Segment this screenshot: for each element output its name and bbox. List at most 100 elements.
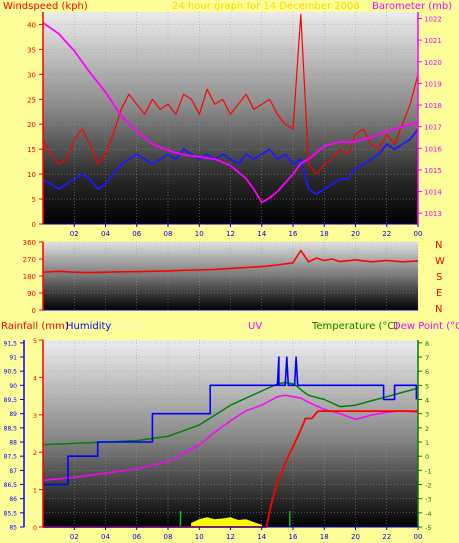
rain-y-tick-label: 3 [33, 412, 37, 420]
barometer-y-tick-label: 1022 [424, 15, 442, 23]
direction-y-tick-label: 180 [23, 273, 36, 281]
temperature-y-tick-label: 3 [425, 411, 429, 419]
wind-y-tick-label: 40 [27, 21, 36, 29]
barometer-y-tick-label: 1017 [424, 124, 442, 132]
barometer-line [42, 22, 419, 204]
rain-x-tick-label: 08 [164, 533, 173, 541]
rain-x-tick-label: 16 [289, 533, 298, 541]
rain-y-tick-label: 4 [33, 374, 37, 382]
solar-area [191, 517, 263, 528]
direction-letter-w: W [435, 256, 445, 267]
wind-y-tick-label: 20 [27, 121, 36, 129]
humidity-line [43, 356, 418, 486]
temperature-y-tick-label: 0 [425, 453, 429, 461]
wind-y-tick-label: 30 [27, 71, 36, 79]
humidity-y-tick-label: 90,5 [4, 369, 18, 376]
direction-y-tick-label: 0 [32, 307, 36, 315]
temperature-y-tick-label: -5 [425, 524, 431, 532]
direction-letter-s: S [436, 272, 443, 283]
rain-y-tick-label: 1 [33, 487, 37, 495]
wind-x-tick-label: 16 [289, 230, 298, 238]
wind-average-line [42, 128, 419, 196]
rain-x-tick-label: 10 [195, 533, 204, 541]
dewpoint-line [42, 394, 419, 482]
rainfall-axis-title: Rainfall (mm) [1, 321, 69, 332]
direction-letter-n-bottom: N [435, 304, 443, 315]
direction-y-tick-label: 270 [23, 256, 36, 264]
temperature-y-tick-label: -4 [425, 510, 431, 518]
wind-x-tick-label: 18 [320, 230, 329, 238]
humidity-y-tick-label: 87,5 [4, 454, 18, 461]
temperature-y-tick-label: 8 [425, 340, 429, 348]
humidity-y-tick-label: 91 [9, 355, 17, 362]
rain-y-tick-label: 0 [33, 524, 37, 532]
wind-x-tick-label: 06 [132, 230, 141, 238]
wind-x-tick-label: 14 [257, 230, 266, 238]
wind-y-tick-label: 35 [27, 46, 36, 54]
direction-letter-n-top: N [435, 240, 443, 251]
rain-x-tick-label: 20 [351, 533, 360, 541]
rain-x-tick-label: 18 [320, 533, 329, 541]
temperature-y-tick-label: 2 [425, 425, 429, 433]
wind-x-tick-label: 12 [226, 230, 235, 238]
uv-legend: UV [248, 321, 263, 332]
wind-y-tick-label: 0 [32, 221, 36, 229]
rain-y-tick-label: 5 [33, 337, 37, 345]
solar-legend: Solar [116, 321, 142, 332]
dewpoint-axis-title: Dew Point (°C [393, 321, 459, 332]
wind-y-tick-label: 25 [27, 96, 36, 104]
wind-direction-line [42, 249, 419, 274]
wind-x-tick-label: 08 [164, 230, 173, 238]
wind-x-tick-label: 02 [70, 230, 79, 238]
humidity-y-tick-label: 85,5 [4, 510, 18, 517]
barometer-y-tick-label: 1021 [424, 37, 442, 45]
wind-x-tick-label: 22 [382, 230, 391, 238]
direction-y-tick-label: 360 [23, 239, 36, 247]
wind-x-tick-label: 10 [195, 230, 204, 238]
barometer-y-tick-label: 1014 [424, 189, 442, 197]
direction-letter-e: E [436, 288, 443, 299]
temperature-y-tick-label: 6 [425, 368, 429, 376]
rain-y-tick-label: 2 [33, 449, 37, 457]
humidity-y-tick-label: 90 [9, 383, 17, 390]
humidity-y-tick-label: 86 [9, 496, 17, 503]
barometer-y-tick-label: 1013 [424, 210, 442, 218]
temperature-y-tick-label: -1 [425, 467, 431, 475]
rain-x-tick-label: 12 [226, 533, 235, 541]
humidity-y-tick-label: 86,5 [4, 482, 18, 489]
rain-x-tick-label: 22 [382, 533, 391, 541]
barometer-axis-title: Barometer (mb) [372, 1, 453, 12]
temperature-y-tick-label: -3 [425, 496, 431, 504]
humidity-y-tick-label: 88 [9, 440, 17, 447]
temperature-y-tick-label: -2 [425, 482, 431, 490]
humidity-y-tick-label: 89 [9, 411, 17, 418]
direction-y-tick-label: 90 [27, 290, 36, 298]
wind-gust-line [42, 13, 419, 175]
barometer-y-tick-label: 1018 [424, 102, 442, 110]
rainfall-line [43, 410, 418, 528]
humidity-y-tick-label: 88,5 [4, 425, 18, 432]
wind-y-tick-label: 5 [32, 196, 36, 204]
barometer-y-tick-label: 1020 [424, 59, 442, 67]
wind-x-tick-label: 00 [414, 230, 423, 238]
barometer-y-tick-label: 1015 [424, 167, 442, 175]
humidity-axis-title: Humidity [66, 321, 112, 332]
humidity-y-tick-label: 89,5 [4, 397, 18, 404]
temperature-y-tick-label: 7 [425, 354, 429, 362]
rain-x-tick-label: 02 [70, 533, 79, 541]
windspeed-axis-title: Windspeed (kph) [3, 1, 88, 12]
rain-x-tick-label: 00 [414, 533, 423, 541]
temperature-y-tick-label: 1 [425, 439, 429, 447]
wind-y-tick-label: 10 [27, 171, 36, 179]
rain-x-tick-label: 14 [257, 533, 266, 541]
temperature-y-tick-label: 4 [425, 397, 429, 405]
rain-x-tick-label: 04 [101, 533, 110, 541]
barometer-y-tick-label: 1019 [424, 80, 442, 88]
wind-x-tick-label: 20 [351, 230, 360, 238]
graph-title: 24 hour graph for 14 December 2008 [172, 1, 360, 12]
temperature-axis-title: Temperature (°C) [312, 321, 399, 332]
humidity-y-tick-label: 91,5 [4, 340, 18, 347]
humidity-y-tick-label: 85 [9, 525, 17, 532]
